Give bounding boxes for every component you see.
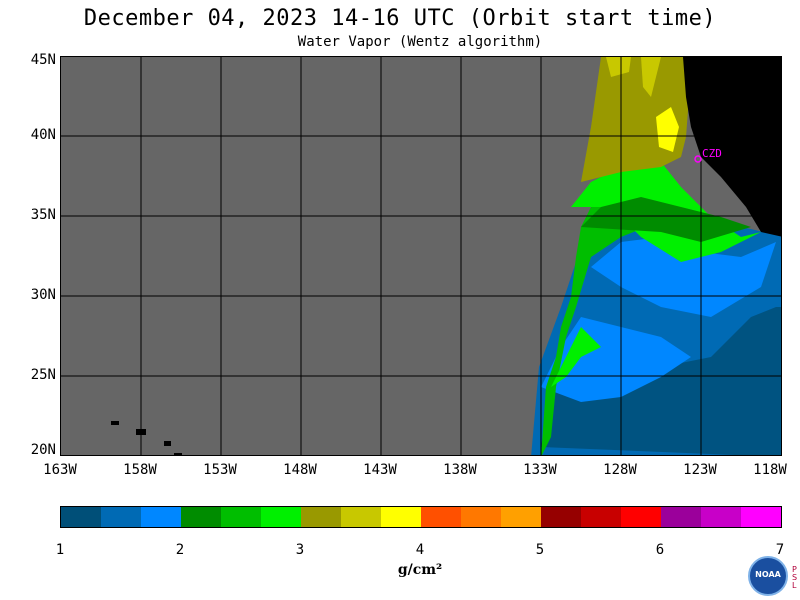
lon-label: 153W <box>203 462 237 478</box>
lat-label: 25N <box>30 367 56 383</box>
land-mass <box>683 57 781 237</box>
lat-label: 40N <box>30 127 56 143</box>
colorbar-swatch <box>541 507 581 527</box>
data-swath <box>531 57 781 455</box>
colorbar-swatch <box>581 507 621 527</box>
lon-label: 138W <box>443 462 477 478</box>
colorbar-unit: g/cm² <box>397 562 443 578</box>
lon-label: 123W <box>683 462 717 478</box>
lon-label: 143W <box>363 462 397 478</box>
colorbar-swatch <box>701 507 741 527</box>
map-canvas: CZD <box>61 57 781 455</box>
lon-label: 148W <box>283 462 317 478</box>
colorbar-swatch <box>221 507 261 527</box>
hawaii-islands <box>111 421 182 455</box>
station-marker <box>694 155 702 163</box>
colorbar-tick: 1 <box>55 542 65 558</box>
colorbar-swatch <box>141 507 181 527</box>
colorbar-swatch <box>61 507 101 527</box>
colorbar-swatch <box>661 507 701 527</box>
lat-label: 45N <box>30 52 56 68</box>
noaa-logo: NOAA <box>748 556 788 596</box>
map-grid <box>61 57 781 455</box>
lon-label: 128W <box>603 462 637 478</box>
colorbar-tick: 3 <box>295 542 305 558</box>
colorbar-tick: 2 <box>175 542 185 558</box>
colorbar-swatch <box>421 507 461 527</box>
colorbar-swatch <box>261 507 301 527</box>
lat-label: 30N <box>30 287 56 303</box>
colorbar-swatch <box>341 507 381 527</box>
colorbar-swatch <box>301 507 341 527</box>
colorbar-tick: 7 <box>775 542 785 558</box>
colorbar <box>60 506 782 528</box>
lat-label: 35N <box>30 207 56 223</box>
colorbar-swatch <box>461 507 501 527</box>
map-subtitle: Water Vapor (Wentz algorithm) <box>297 34 543 50</box>
colorbar-swatch <box>101 507 141 527</box>
water-vapor-map: CZD <box>60 56 782 456</box>
noaa-logo-text: NOAA <box>755 570 781 579</box>
colorbar-tick: 4 <box>415 542 425 558</box>
map-title: December 04, 2023 14-16 UTC (Orbit start… <box>83 6 717 31</box>
lon-label: 158W <box>123 462 157 478</box>
lon-label: 163W <box>43 462 77 478</box>
colorbar-swatch <box>181 507 221 527</box>
lon-label: 133W <box>523 462 557 478</box>
colorbar-swatch <box>741 507 781 527</box>
lat-label: 20N <box>30 442 56 458</box>
colorbar-swatch <box>501 507 541 527</box>
lon-label: 118W <box>753 462 787 478</box>
colorbar-swatch <box>381 507 421 527</box>
colorbar-swatch <box>621 507 661 527</box>
colorbar-tick: 6 <box>655 542 665 558</box>
colorbar-tick: 5 <box>535 542 545 558</box>
station-label: CZD <box>702 147 722 160</box>
